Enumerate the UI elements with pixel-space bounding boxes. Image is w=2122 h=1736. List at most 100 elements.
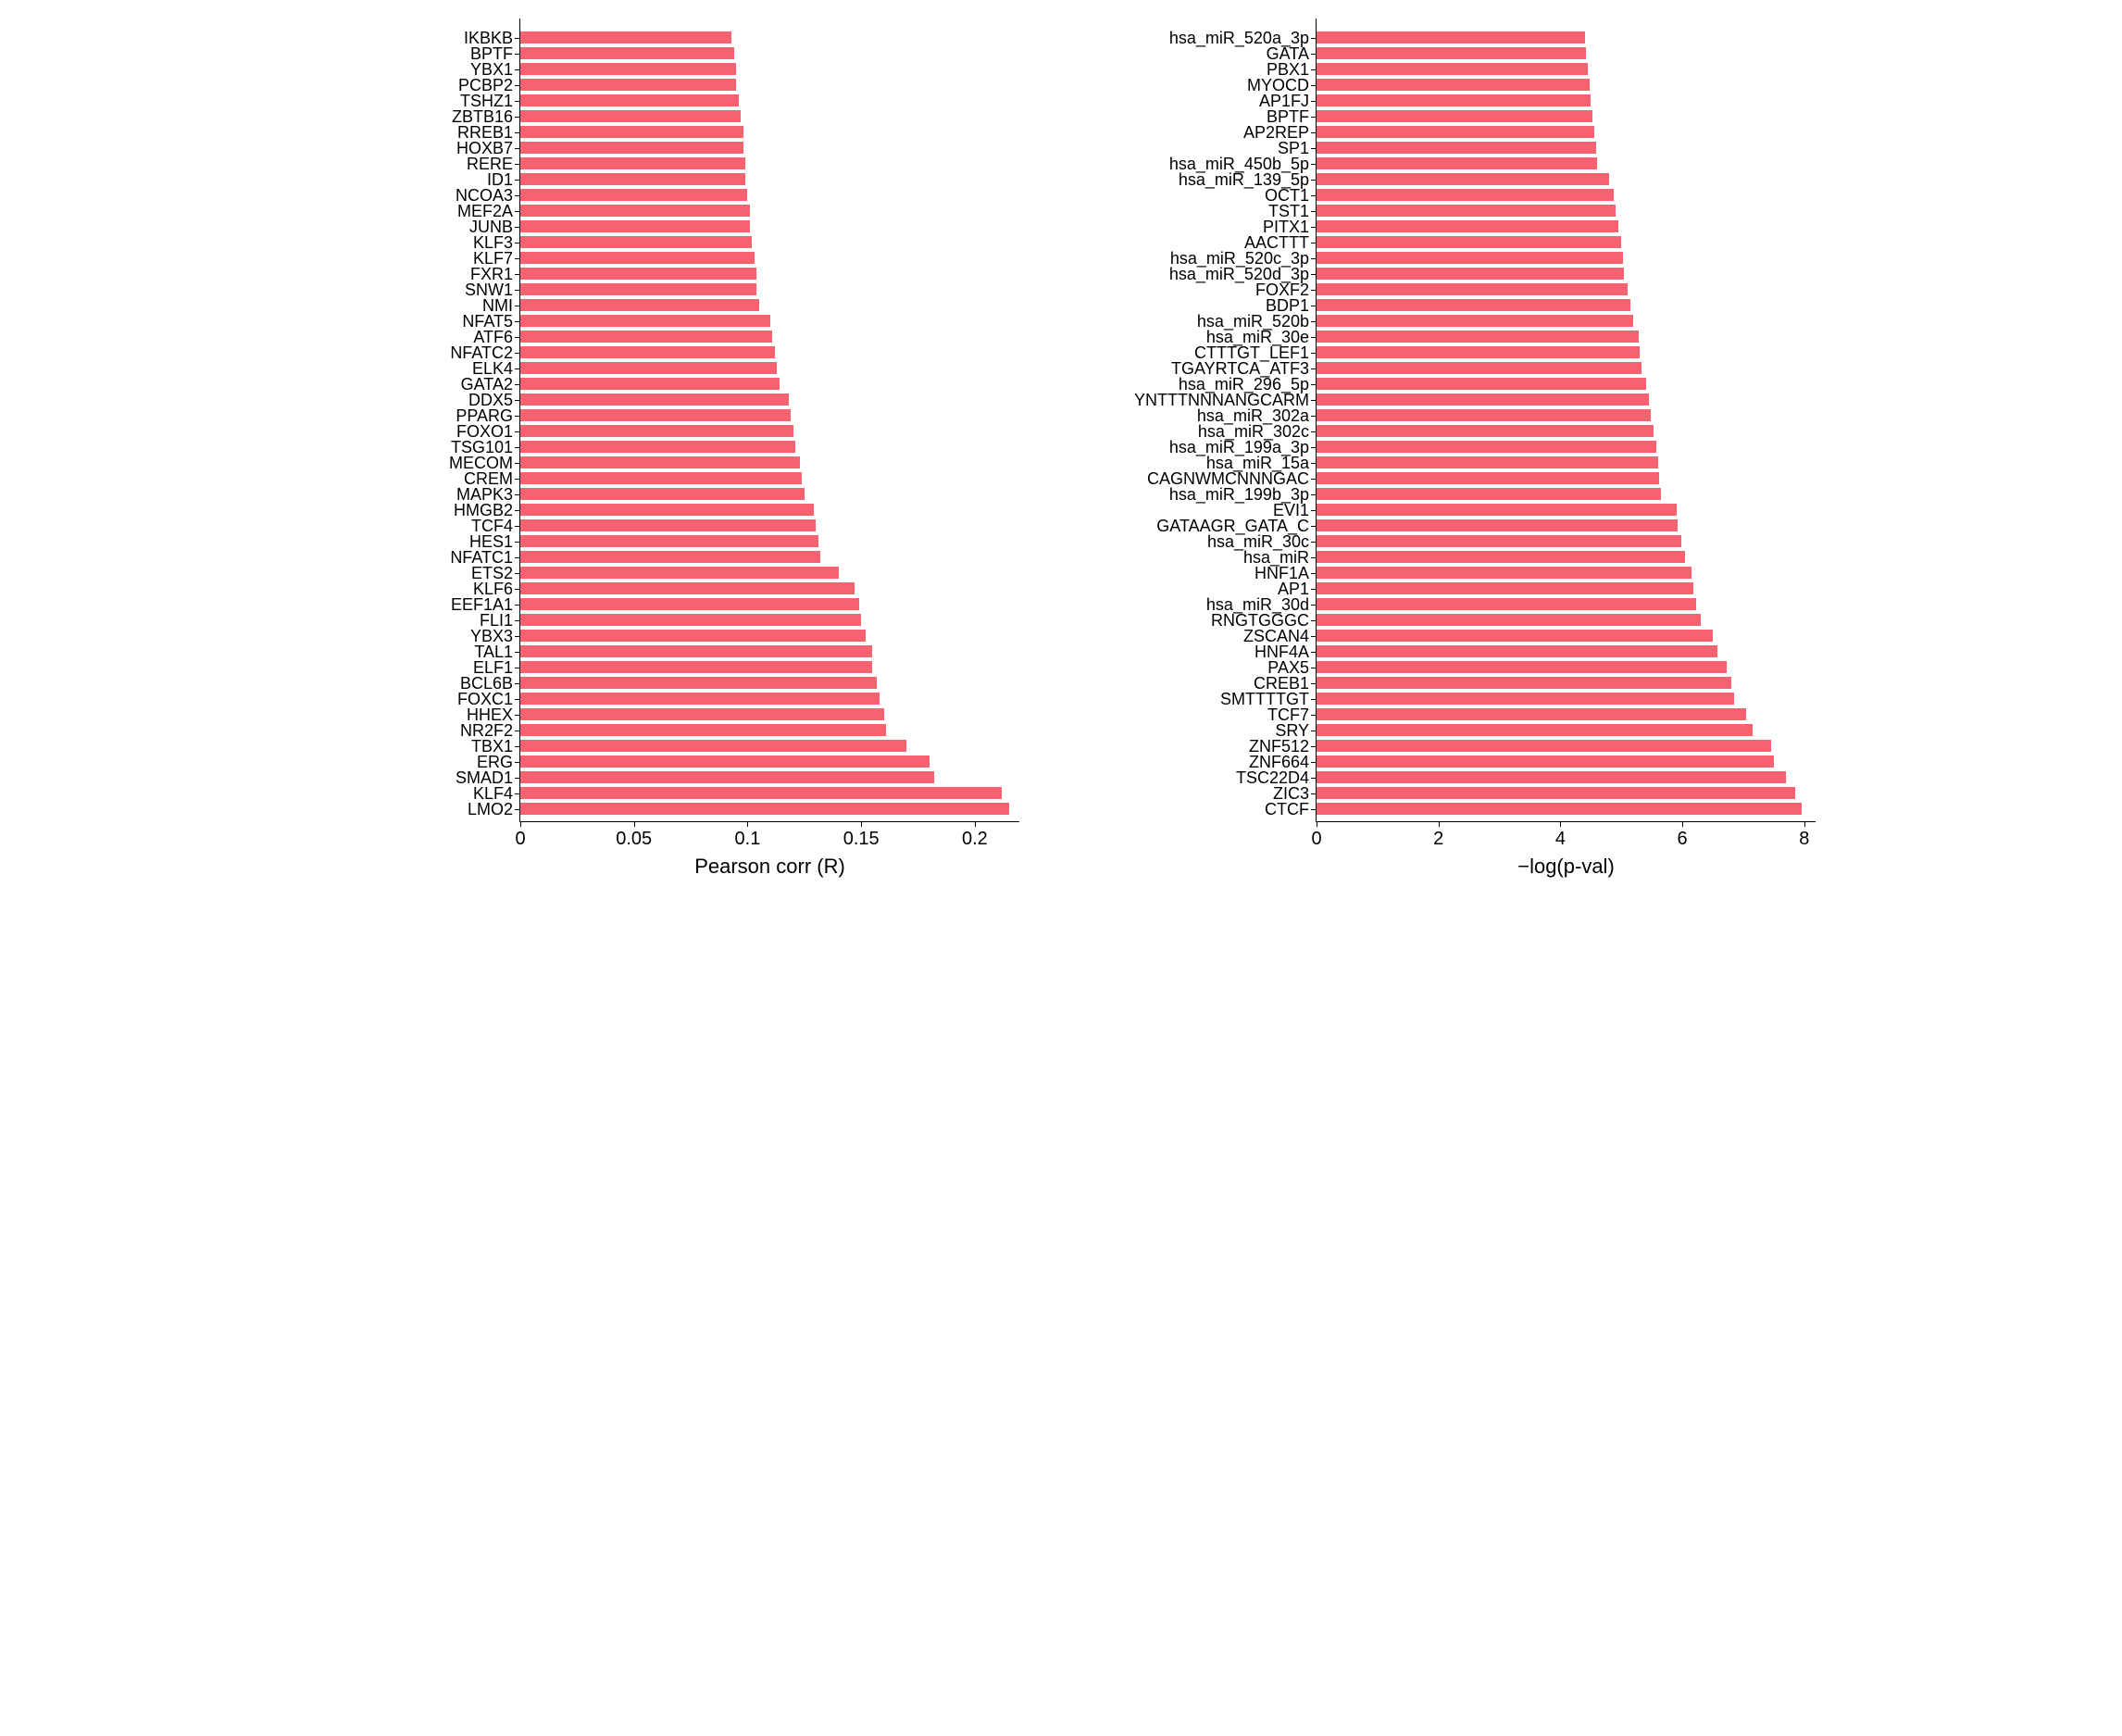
bar-row: TGAYRTCA_ATF3: [1317, 362, 1816, 374]
bar-row: hsa_miR: [1317, 551, 1816, 563]
bar-row: hsa_miR_520b: [1317, 315, 1816, 327]
bar: [520, 425, 793, 437]
bar-row: BPTF: [1317, 110, 1816, 122]
bar-label: ZIC3: [1273, 785, 1317, 802]
bar-row: CREM: [520, 472, 1020, 484]
bar: [520, 456, 800, 468]
bar-row: FLI1: [520, 614, 1020, 626]
bar-row: GATA2: [520, 378, 1020, 390]
bar-row: LMO2: [520, 803, 1020, 815]
bar: [520, 771, 934, 783]
bar: [1317, 31, 1585, 44]
bar-row: YNTTTNNNANGCARM: [1317, 393, 1816, 406]
x-tick-label: 0.2: [962, 829, 988, 850]
bar-row: KLF7: [520, 252, 1020, 264]
bar-label: TCF4: [471, 518, 520, 534]
bar: [520, 157, 745, 169]
bar: [520, 220, 750, 232]
bar: [520, 598, 859, 610]
bar: [1317, 299, 1630, 311]
x-tick-label: 2: [1433, 829, 1443, 850]
bar: [1317, 630, 1713, 642]
bar: [520, 645, 872, 657]
bar-label: TSC22D4: [1236, 769, 1317, 786]
bar: [520, 488, 805, 500]
bar-label: YNTTTNNNANGCARM: [1134, 392, 1317, 408]
bar-row: SP1: [1317, 142, 1816, 154]
bar: [1317, 803, 1802, 815]
bar: [520, 677, 877, 689]
bar: [1317, 551, 1685, 563]
bar-label: SNW1: [465, 281, 520, 298]
bar: [520, 567, 839, 579]
bar-row: BCL6B: [520, 677, 1020, 689]
bar-row: MAPK3: [520, 488, 1020, 500]
bar: [520, 787, 1002, 799]
bar-row: SRY: [1317, 724, 1816, 736]
bar-label: hsa_miR_520b: [1197, 313, 1317, 330]
bar-label: FOXO1: [456, 423, 520, 440]
bar-label: hsa_miR_30d: [1206, 596, 1317, 613]
bar-label: PCBP2: [458, 77, 520, 94]
bar-row: RREB1: [520, 126, 1020, 138]
bar-row: ZSCAN4: [1317, 630, 1816, 642]
bar-label: hsa_miR_30e: [1206, 329, 1317, 345]
bar: [520, 252, 755, 264]
bar-label: hsa_miR_30c: [1207, 533, 1317, 550]
bar: [1317, 567, 1691, 579]
bar-row: ATF6: [520, 331, 1020, 343]
bar: [520, 173, 745, 185]
bar-label: PBX1: [1267, 61, 1317, 78]
bar-label: GATA: [1267, 45, 1317, 62]
bar-label: DDX5: [468, 392, 520, 408]
bar: [520, 94, 739, 106]
bar: [520, 315, 770, 327]
bar-row: hsa_miR_302a: [1317, 409, 1816, 421]
bar-label: YBX3: [470, 628, 520, 644]
x-tick: [1560, 821, 1561, 827]
x-tick: [634, 821, 635, 827]
bar-label: ZBTB16: [452, 108, 520, 125]
bar: [1317, 771, 1786, 783]
bar: [520, 441, 795, 453]
bar: [520, 614, 861, 626]
bar-row: TCF7: [1317, 708, 1816, 720]
bar-row: EVI1: [1317, 504, 1816, 516]
bar: [1317, 346, 1640, 358]
bar: [1317, 598, 1696, 610]
bar-row: hsa_miR_139_5p: [1317, 173, 1816, 185]
bar: [1317, 582, 1693, 594]
bar: [520, 409, 791, 421]
x-tick: [520, 821, 521, 827]
x-tick-label: 0: [515, 829, 525, 850]
bar: [520, 283, 756, 295]
bar: [520, 110, 741, 122]
bar-row: CREB1: [1317, 677, 1816, 689]
bar-row: KLF3: [520, 236, 1020, 248]
bar: [520, 189, 747, 201]
right-chart: hsa_miR_520a_3pGATAPBX1MYOCDAP1FJBPTFAP2…: [1056, 19, 1816, 887]
bar-label: YBX1: [470, 61, 520, 78]
bar-row: AP2REP: [1317, 126, 1816, 138]
bar-label: hsa_miR_302a: [1197, 407, 1317, 424]
bar-row: ZNF664: [1317, 756, 1816, 768]
x-axis-label: Pearson corr (R): [694, 855, 845, 879]
bar: [520, 142, 743, 154]
bar-row: DDX5: [520, 393, 1020, 406]
bar: [520, 47, 734, 59]
bar: [1317, 645, 1717, 657]
bar: [1317, 456, 1658, 468]
bar-row: FXR1: [520, 268, 1020, 280]
bar-label: FLI1: [480, 612, 520, 629]
bar: [520, 661, 872, 673]
bar-row: HMGB2: [520, 504, 1020, 516]
bar-row: hsa_miR_520a_3p: [1317, 31, 1816, 44]
bar-label: KLF7: [473, 250, 520, 267]
bar: [520, 331, 772, 343]
bar-row: TSHZ1: [520, 94, 1020, 106]
x-tick: [975, 821, 976, 827]
x-tick-label: 0.1: [735, 829, 761, 850]
bar-row: HHEX: [520, 708, 1020, 720]
bar-label: NMI: [482, 297, 520, 314]
bar-row: TBX1: [520, 740, 1020, 752]
